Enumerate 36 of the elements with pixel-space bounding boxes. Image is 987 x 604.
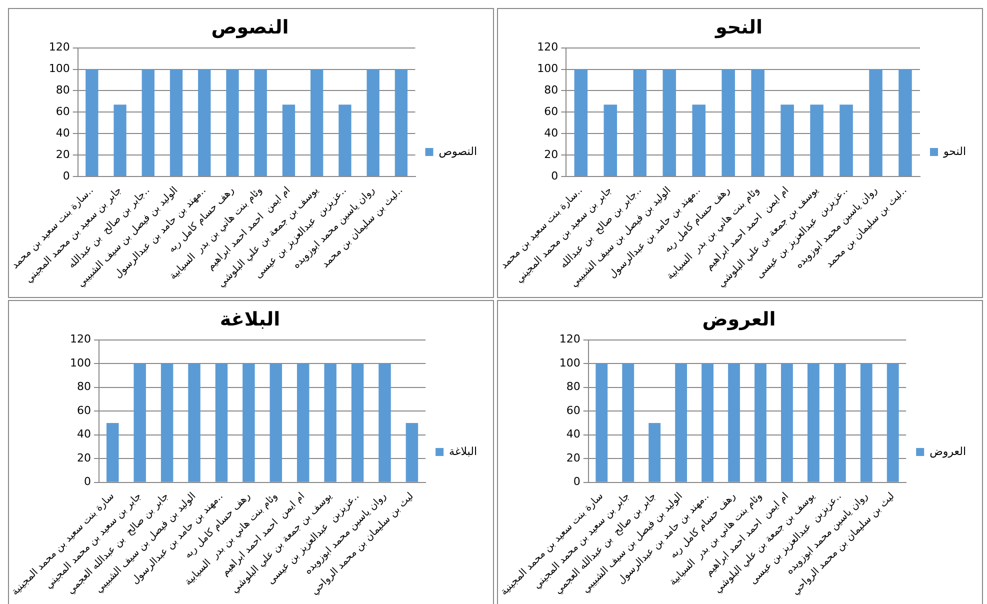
y-tick-label: 0 [62, 169, 70, 182]
y-tick-label: 80 [566, 380, 580, 394]
y-tick-label: 60 [56, 105, 70, 118]
chart-title: البلاغة [220, 308, 280, 330]
y-tick-label: 0 [551, 169, 558, 182]
y-tick-label: 40 [566, 428, 580, 441]
chart-title: العروض [702, 308, 776, 330]
y-tick-label: 40 [77, 428, 92, 441]
legend-label: البلاغة [449, 444, 478, 458]
y-tick-label: 60 [77, 404, 92, 417]
legend-label: العروض [930, 444, 966, 458]
chart-title: النصوص [211, 16, 289, 38]
y-tick-label: 120 [537, 40, 558, 54]
y-tick-label: 100 [48, 62, 70, 76]
y-tick-label: 120 [70, 332, 92, 346]
y-tick-label: 100 [559, 356, 580, 370]
y-tick-label: 120 [48, 40, 70, 54]
y-tick-label: 100 [537, 62, 558, 76]
y-tick-label: 60 [566, 404, 580, 417]
y-tick-label: 20 [566, 451, 580, 464]
y-tick-label: 60 [544, 105, 558, 118]
y-tick-label: 40 [544, 126, 558, 140]
y-tick-label: 20 [56, 148, 70, 161]
y-tick-label: 80 [56, 84, 70, 97]
chart-title: النحو [714, 16, 763, 38]
y-tick-label: 20 [77, 451, 92, 464]
y-tick-label: 120 [559, 332, 580, 346]
y-tick-label: 100 [70, 356, 92, 370]
legend-label: النحو [942, 144, 966, 158]
y-tick-label: 80 [77, 380, 92, 394]
legend-label: النصوص [438, 144, 477, 158]
y-tick-label: 0 [573, 475, 580, 488]
y-tick-label: 80 [544, 84, 558, 97]
y-tick-label: 0 [84, 475, 92, 488]
y-tick-label: 20 [544, 148, 558, 161]
y-tick-label: 40 [56, 126, 70, 140]
